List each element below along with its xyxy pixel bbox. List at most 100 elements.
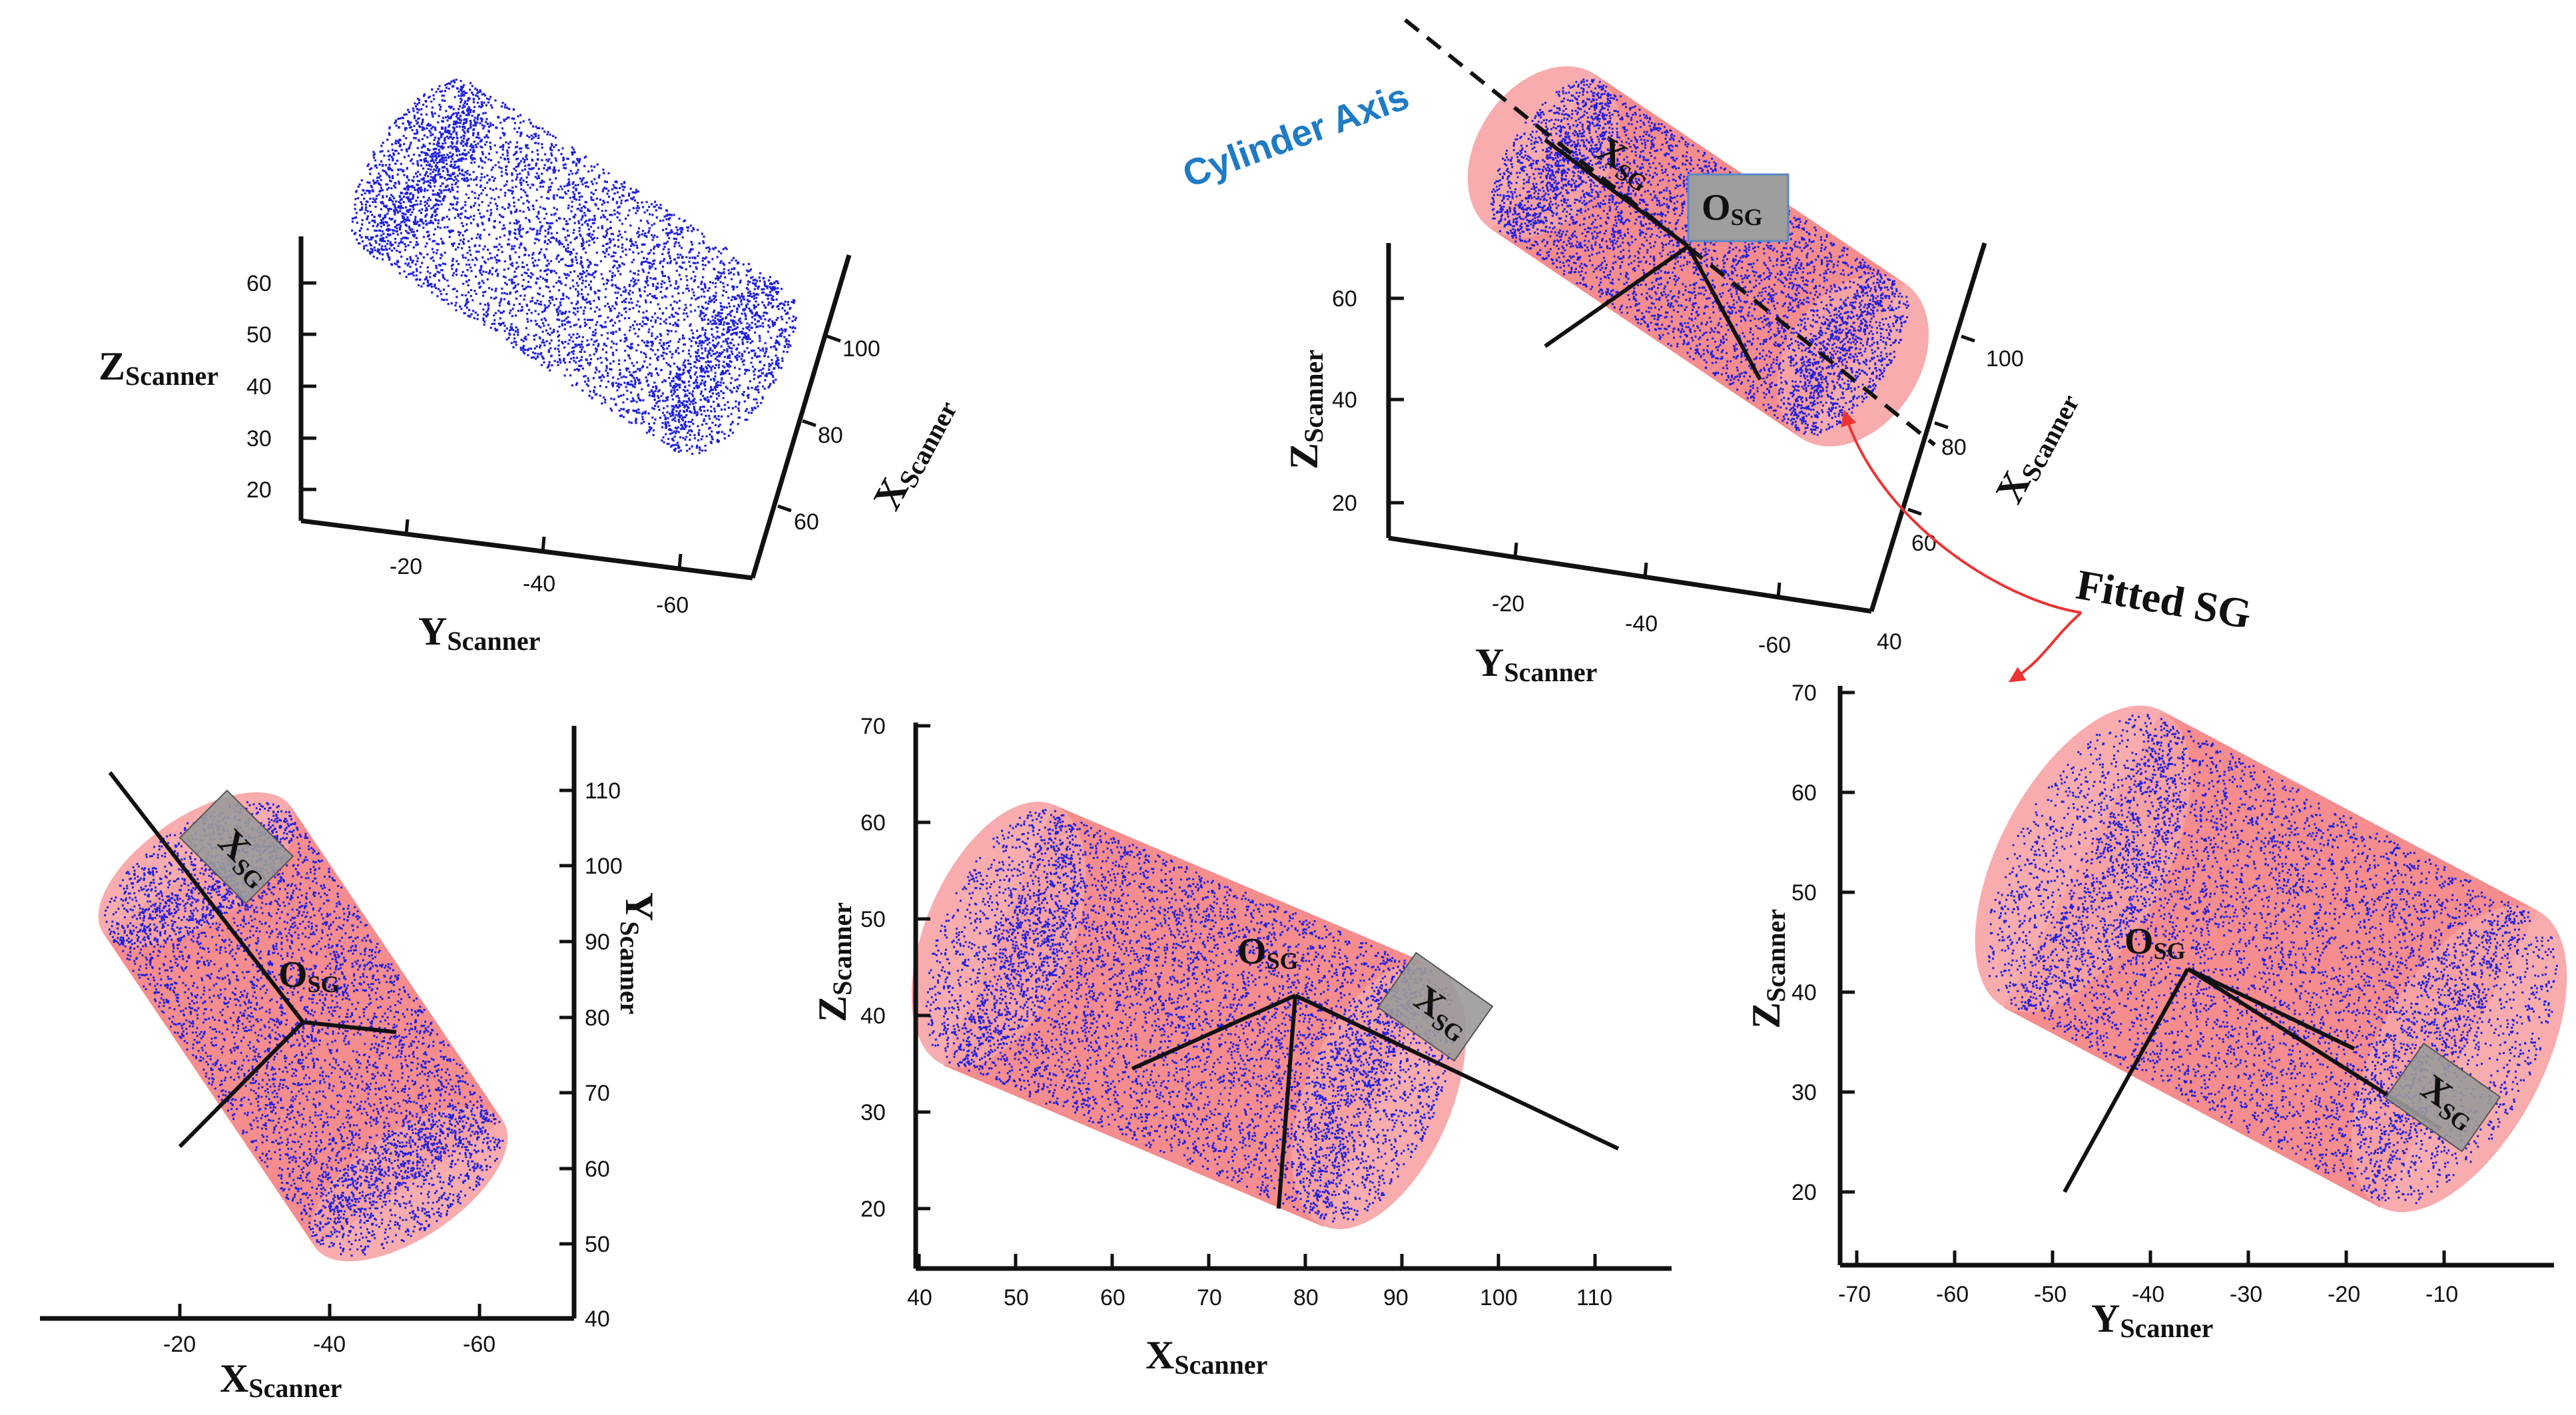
- p2-z-tick: 20: [1332, 491, 1357, 516]
- p3-o-sg-label: OSG: [278, 954, 340, 997]
- p2-o-sg-box: [1687, 173, 1789, 242]
- p2-x-tick: 60: [1911, 531, 1937, 556]
- p5-y-ticks: -70 -60 -50 -40 -30 -20 -10: [1838, 1251, 2458, 1307]
- p2-y-ticks: -20 -40 -60: [1492, 542, 1791, 658]
- p4-x-tick: 50: [1004, 1285, 1029, 1310]
- p3-y-tick: 40: [585, 1306, 610, 1332]
- p4-z-tick: 20: [860, 1197, 886, 1222]
- p3-x-label: XScanner: [220, 1356, 342, 1403]
- p2-y-tick: -20: [1492, 591, 1524, 617]
- p1-z-tick: 30: [246, 426, 272, 451]
- p3-y-tick: 80: [585, 1005, 610, 1031]
- p2-y-label: YScanner: [1475, 641, 1597, 687]
- p5-y-tick: -20: [2328, 1282, 2360, 1307]
- p2-sg-frame: [1544, 138, 1762, 381]
- p2-z-tick: 40: [1332, 388, 1357, 413]
- p4-z-tick: 60: [860, 810, 886, 836]
- p4-x-tick: 110: [1576, 1285, 1612, 1310]
- panel-xz-view: 70 60 50 40 30 20 40 50 60 70 80 90 100 …: [810, 714, 1672, 1380]
- p4-x-tick: 40: [907, 1285, 932, 1310]
- p1-z-tick: 20: [246, 477, 272, 503]
- cylinder-axis-annotation: Cylinder Axis: [1177, 75, 1415, 195]
- p5-z-tick: 60: [1791, 780, 1817, 806]
- p4-fitted-cylinder: [911, 802, 1466, 1229]
- panel-raw-point-cloud: 60 50 40 30 20 -20 -40 -60 100 80 60 ZSc…: [99, 79, 963, 656]
- p1-z-tick: 40: [246, 374, 272, 400]
- p4-z-tick: 50: [860, 907, 886, 932]
- p3-point-cloud: [104, 801, 504, 1257]
- p1-y-axis: [300, 518, 753, 581]
- p2-o-sg-label: OSG: [1702, 187, 1763, 230]
- p3-y-tick: 70: [585, 1081, 610, 1106]
- p2-x-ticks: 100 80 60 40: [1877, 334, 2024, 655]
- p5-y-label: YScanner: [2091, 1296, 2213, 1343]
- p1-x-tick: 80: [818, 423, 843, 448]
- p5-y-tick: -50: [2034, 1282, 2067, 1307]
- p4-x-label: XScanner: [1145, 1333, 1267, 1380]
- p1-y-tick: -40: [523, 571, 555, 597]
- p1-z-label: ZScanner: [99, 344, 218, 391]
- p2-y-axis: [1388, 535, 1872, 614]
- p1-y-tick: -20: [390, 554, 422, 579]
- p3-y-tick: 110: [585, 778, 621, 804]
- fitted-sg-label: Fitted SG: [2073, 561, 2255, 638]
- p1-y-tick: -60: [656, 593, 689, 618]
- p4-x-tick: 100: [1480, 1285, 1518, 1310]
- p5-point-cloud: [1988, 714, 2558, 1205]
- p3-x-tick: -40: [313, 1332, 346, 1357]
- p1-z-tick: 50: [246, 322, 272, 348]
- p1-x-label: XScanner: [864, 388, 963, 518]
- p3-x-sg-box: [178, 789, 294, 905]
- p1-x-ticks: 100 80 60: [777, 334, 880, 535]
- point-cloud-dots: [1988, 714, 2558, 1205]
- p2-z-tick: 60: [1332, 286, 1357, 312]
- p5-y-tick: -10: [2425, 1282, 2458, 1307]
- p5-y-tick: -60: [1936, 1282, 1969, 1307]
- p1-x-axis: [750, 254, 852, 579]
- p2-z-ticks: 60 40 20: [1332, 286, 1404, 516]
- point-cloud-dots: [351, 79, 797, 455]
- p2-z-label: ZScanner: [1282, 350, 1329, 469]
- p2-x-tick: 100: [1986, 346, 2024, 372]
- p2-x-tick: 40: [1877, 629, 1902, 655]
- p4-x-sg-box: [1377, 952, 1494, 1062]
- p5-z-tick: 40: [1791, 980, 1817, 1005]
- p5-y-tick: -30: [2230, 1282, 2262, 1307]
- p3-y-tick: 90: [585, 930, 610, 955]
- p5-fitted-cylinder: [1975, 705, 2567, 1213]
- p5-x-sg-box: [2384, 1042, 2501, 1153]
- p2-x-tick: 80: [1941, 435, 1967, 460]
- p3-fitted-cylinder: [98, 792, 508, 1262]
- p4-x-tick: 80: [1293, 1285, 1319, 1310]
- point-cloud-dots: [1490, 79, 1909, 436]
- fitted-sg-arrow-up: [1841, 410, 2082, 614]
- p2-x-axis: [1869, 242, 1987, 613]
- p2-y-tick: -60: [1758, 633, 1791, 658]
- p1-z-ticks: 60 50 40 30 20: [246, 271, 316, 503]
- p2-x-label: XScanner: [1987, 382, 2085, 511]
- p3-x-tick: -60: [463, 1332, 495, 1357]
- p5-z-tick: 30: [1791, 1080, 1817, 1105]
- p4-x-tick: 60: [1100, 1285, 1126, 1310]
- p5-y-tick: -70: [1838, 1282, 1871, 1307]
- p4-z-label: ZScanner: [810, 902, 857, 1022]
- p4-sg-frame: [1131, 993, 1620, 1209]
- panel-xy-view: 110 100 90 80 70 60 50 40 -20 -40 -60 XS…: [40, 726, 661, 1403]
- p3-x-tick: -20: [163, 1332, 196, 1357]
- p1-y-ticks: -20 -40 -60: [390, 519, 689, 618]
- p1-x-tick: 100: [842, 336, 880, 362]
- p4-z-tick: 40: [860, 1003, 886, 1029]
- p4-x-tick: 90: [1383, 1285, 1409, 1310]
- p3-sg-frame: [108, 771, 397, 1149]
- p2-point-cloud: [1490, 79, 1909, 436]
- p4-point-cloud: [925, 809, 1454, 1223]
- p5-o-sg-label: OSG: [2124, 921, 2186, 964]
- p3-x-ticks: -20 -40 -60: [163, 1304, 495, 1357]
- p3-y-tick: 60: [585, 1157, 610, 1182]
- p4-o-sg-label: OSG: [1237, 931, 1299, 974]
- p4-z-tick: 30: [860, 1100, 886, 1125]
- p1-y-label: YScanner: [418, 609, 540, 656]
- p5-z-tick: 70: [1791, 681, 1817, 706]
- p4-x-tick: 70: [1197, 1285, 1222, 1310]
- p4-x-ticks: 40 50 60 70 80 90 100 110: [907, 1254, 1612, 1310]
